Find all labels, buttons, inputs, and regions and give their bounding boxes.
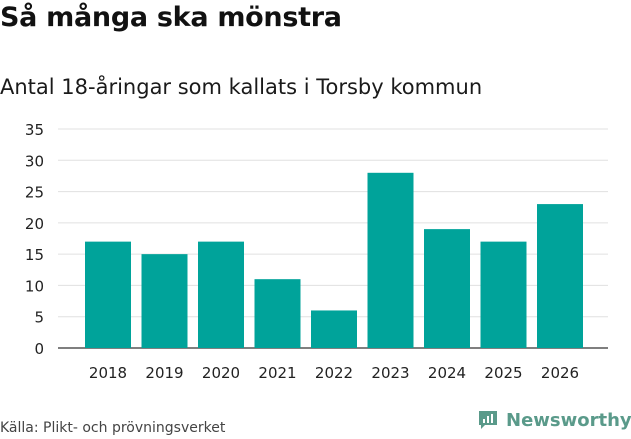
x-tick-label: 2026: [541, 364, 579, 382]
x-tick-label: 2018: [89, 364, 127, 382]
y-axis-ticks: 0 5 10 15 20 25 30 35: [25, 121, 44, 358]
bar-2025: [480, 241, 527, 348]
brand-name: Newsworthy: [506, 409, 631, 431]
brand: Newsworthy: [476, 408, 631, 432]
x-axis-ticks: 2018 2019 2020 2021 2022 2023 2024 2025 2026: [89, 364, 579, 382]
x-tick-label: 2020: [202, 364, 240, 382]
bar-2023: [367, 172, 414, 348]
x-tick-label: 2024: [428, 364, 466, 382]
y-tick-label: 30: [25, 152, 44, 170]
x-tick-label: 2022: [315, 364, 353, 382]
bar-2019: [141, 254, 188, 348]
y-tick-label: 20: [25, 215, 44, 233]
y-tick-label: 15: [25, 246, 44, 264]
x-tick-label: 2023: [371, 364, 409, 382]
bars: [85, 172, 583, 348]
bar-2021: [254, 279, 301, 348]
y-tick-label: 35: [25, 121, 44, 139]
chart-subtitle: Antal 18-åringar som kallats i Torsby ko…: [0, 75, 483, 99]
y-tick-label: 10: [25, 277, 44, 295]
newsworthy-logo-icon: [479, 411, 497, 429]
bar-2018: [85, 241, 131, 348]
bar-2020: [198, 241, 244, 348]
bar-2024: [424, 229, 470, 348]
x-tick-label: 2019: [145, 364, 183, 382]
y-tick-label: 25: [25, 184, 44, 202]
x-tick-label: 2025: [484, 364, 522, 382]
bar-2026: [537, 204, 583, 348]
y-tick-label: 0: [34, 340, 44, 358]
chart-title: Så många ska mönstra: [0, 2, 342, 33]
x-tick-label: 2021: [258, 364, 296, 382]
source-note: Källa: Plikt- och prövningsverket: [0, 420, 226, 436]
y-tick-label: 5: [34, 309, 44, 327]
bar-2022: [311, 310, 357, 348]
